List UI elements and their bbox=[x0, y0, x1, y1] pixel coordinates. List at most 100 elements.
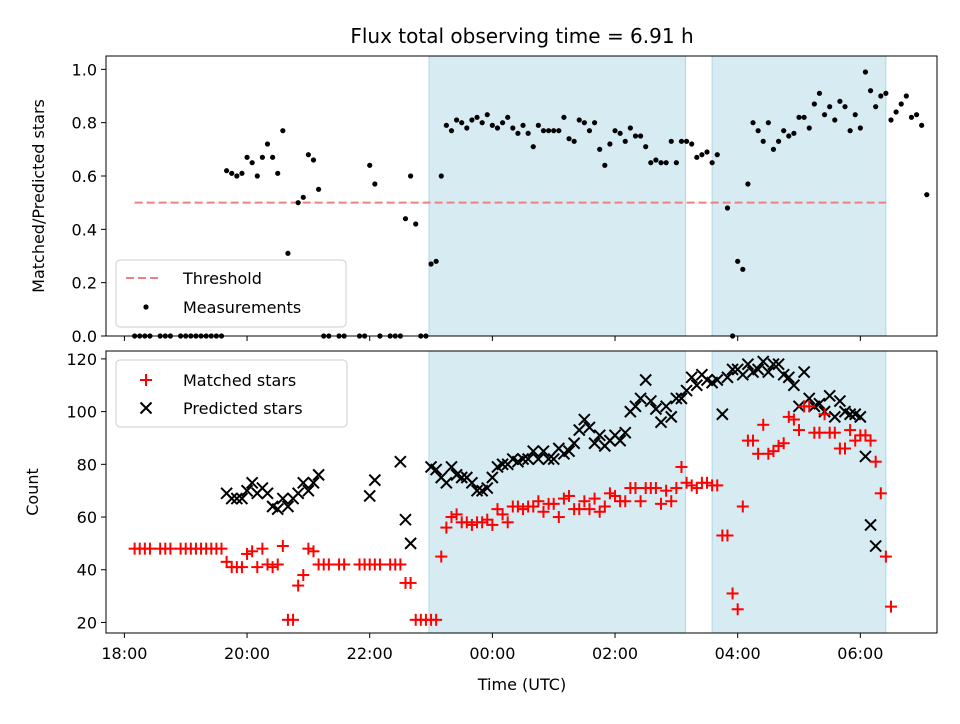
predicted-point bbox=[440, 476, 453, 489]
measurement-point bbox=[264, 141, 271, 147]
measurement-point bbox=[648, 160, 654, 166]
measurement-point bbox=[821, 112, 828, 118]
measurement-point bbox=[673, 160, 679, 166]
matched-point bbox=[649, 482, 662, 495]
predicted-point bbox=[619, 426, 632, 439]
measurement-point bbox=[576, 117, 582, 123]
measurement-point bbox=[540, 128, 547, 134]
measurement-point bbox=[453, 117, 460, 123]
measurement-point bbox=[709, 160, 715, 166]
measurement-point bbox=[857, 125, 863, 131]
matched-point bbox=[476, 516, 489, 529]
measurement-point bbox=[643, 144, 649, 150]
predicted-point bbox=[465, 476, 479, 489]
predicted-point bbox=[675, 392, 688, 405]
measurement-point bbox=[801, 114, 807, 120]
measurement-point bbox=[699, 152, 705, 158]
measurement-point bbox=[827, 104, 833, 110]
measurement-point bbox=[489, 122, 495, 128]
measurement-point bbox=[903, 93, 909, 99]
measurement-point bbox=[867, 88, 874, 94]
matched-point bbox=[261, 558, 274, 571]
measurement-point bbox=[781, 128, 787, 134]
matched-point bbox=[690, 482, 703, 495]
matched-point bbox=[445, 511, 458, 524]
matched-point bbox=[481, 513, 494, 526]
predicted-point bbox=[276, 492, 290, 505]
matched-point bbox=[460, 516, 473, 529]
legend-box bbox=[115, 259, 347, 328]
matched-point bbox=[292, 579, 305, 592]
matched-point bbox=[297, 569, 310, 582]
matched-point bbox=[747, 434, 760, 447]
measurement-point bbox=[581, 120, 587, 126]
predicted-point bbox=[470, 484, 484, 497]
predicted-point bbox=[363, 489, 376, 503]
measurement-point bbox=[689, 141, 695, 147]
x-axis-label: Time (UTC) bbox=[477, 675, 566, 694]
predicted-point bbox=[726, 363, 739, 376]
x-tick-label: 18:00 bbox=[101, 644, 147, 663]
y-tick-label: 0.2 bbox=[72, 274, 97, 293]
plot-frame bbox=[105, 55, 938, 337]
matched-point bbox=[757, 418, 770, 431]
legend-predicted-swatch bbox=[139, 401, 153, 415]
predicted-point bbox=[445, 460, 458, 474]
predicted-point bbox=[240, 484, 254, 497]
matched-point bbox=[711, 479, 724, 492]
y-tick-label: 120 bbox=[66, 350, 97, 369]
measurement-point bbox=[873, 104, 879, 110]
matched-point bbox=[486, 518, 499, 531]
predicted-point bbox=[578, 413, 591, 426]
matched-point bbox=[859, 429, 872, 442]
matched-point bbox=[731, 603, 744, 616]
predicted-point bbox=[670, 392, 683, 405]
measurement-point bbox=[893, 109, 899, 115]
measurement-point bbox=[888, 117, 894, 123]
matched-point bbox=[235, 561, 248, 574]
matched-point bbox=[573, 503, 586, 516]
y-tick-label: 1.0 bbox=[72, 60, 97, 79]
measurement-point bbox=[229, 170, 235, 176]
matched-point bbox=[501, 516, 514, 529]
measurement-point bbox=[479, 120, 485, 126]
matched-point bbox=[787, 413, 800, 426]
matched-point bbox=[874, 487, 887, 500]
matched-point bbox=[879, 550, 892, 563]
observing-window bbox=[711, 55, 887, 337]
predicted-point bbox=[767, 357, 780, 371]
predicted-point bbox=[527, 444, 540, 458]
measurement-point bbox=[694, 154, 700, 160]
matched-point bbox=[670, 482, 683, 495]
legend-predicted-label: Predicted stars bbox=[183, 399, 303, 418]
matched-point bbox=[164, 542, 177, 555]
measurement-point bbox=[724, 205, 731, 211]
matched-point bbox=[450, 508, 463, 521]
x-tick-label: 06:00 bbox=[837, 644, 883, 663]
measurement-point bbox=[678, 138, 685, 144]
matched-point bbox=[241, 547, 254, 560]
matched-point bbox=[491, 503, 504, 516]
measurement-point bbox=[372, 181, 378, 187]
measurement-point bbox=[505, 114, 511, 120]
legend-threshold-label: Threshold bbox=[182, 269, 262, 288]
predicted-point bbox=[588, 437, 601, 450]
measurement-point bbox=[561, 114, 567, 120]
measurement-point bbox=[627, 125, 633, 131]
measurement-point bbox=[270, 154, 276, 160]
y-tick-label: 20 bbox=[77, 613, 97, 632]
y-tick-label: 80 bbox=[77, 455, 97, 474]
measurement-point bbox=[530, 144, 536, 150]
matched-point bbox=[143, 542, 156, 555]
matched-point bbox=[609, 489, 622, 502]
predicted-point bbox=[404, 537, 417, 550]
predicted-point bbox=[736, 368, 750, 381]
matched-point bbox=[256, 542, 269, 555]
measurement-point bbox=[305, 152, 311, 158]
matched-point bbox=[726, 587, 739, 600]
predicted-point bbox=[573, 423, 586, 437]
measurement-point bbox=[494, 125, 501, 131]
observing-window bbox=[711, 350, 887, 634]
measurement-point bbox=[735, 258, 741, 264]
predicted-point bbox=[613, 434, 627, 447]
